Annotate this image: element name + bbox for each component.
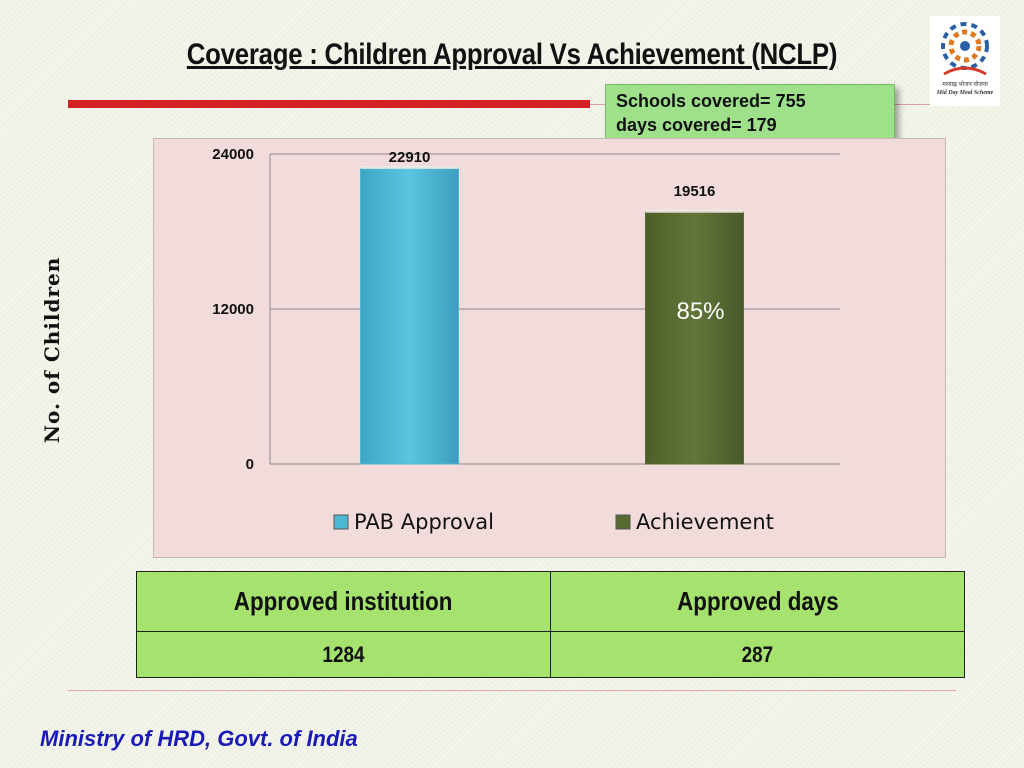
title-underline-bar (68, 100, 590, 108)
table-header-row: Approved institution Approved days (136, 571, 965, 632)
coverage-callout: Schools covered= 755 days covered= 179 (605, 84, 895, 144)
bar-chart: 0 12000 24000 22910 19516 85% PAB Approval Achi… (212, 146, 840, 534)
data-label: 22910 (389, 149, 431, 166)
y-tick-label: 24000 (212, 146, 254, 163)
cell-approved-days: 287 (550, 631, 965, 678)
days-covered-text: days covered= 179 (616, 115, 777, 135)
y-tick-label: 12000 (212, 301, 254, 318)
bar-top-highlight (360, 166, 459, 170)
achievement-percentage-label: 85% (676, 298, 724, 325)
table-row: 1284 287 (136, 631, 965, 678)
footer-ministry: Ministry of HRD, Govt. of India (40, 726, 358, 751)
chart-panel: 0 12000 24000 22910 19516 85% PAB Approval Achi… (153, 138, 946, 558)
y-axis-label: No. of Children (40, 256, 64, 444)
bar-achievement (645, 211, 744, 465)
header-approved-institution: Approved institution (136, 571, 551, 632)
bottom-divider (68, 690, 956, 691)
approval-table: Approved institution Approved days 1284 … (136, 571, 965, 678)
legend-label: Achievement (636, 510, 774, 534)
logo-caption-english: Mid Day Meal Scheme (936, 90, 994, 96)
legend-swatch-achievement (615, 514, 631, 530)
mdm-logo-emblem-icon (941, 22, 989, 76)
mdm-logo: मध्याह्न भोजन योजना Mid Day Meal Scheme (930, 16, 1000, 106)
data-label: 19516 (674, 183, 716, 200)
y-tick-label: 0 (246, 456, 254, 473)
legend-swatch-pab-approval (333, 514, 349, 530)
header-approved-days: Approved days (550, 571, 965, 632)
legend-label: PAB Approval (354, 510, 494, 534)
bar-pab-approval (360, 167, 459, 465)
cell-approved-institution: 1284 (136, 631, 551, 678)
bar-top-highlight (645, 209, 744, 213)
slide-title: Coverage : Children Approval Vs Achievem… (186, 38, 838, 71)
schools-covered-text: Schools covered= 755 (616, 91, 806, 111)
logo-caption-hindi: मध्याह्न भोजन योजना (942, 82, 988, 88)
